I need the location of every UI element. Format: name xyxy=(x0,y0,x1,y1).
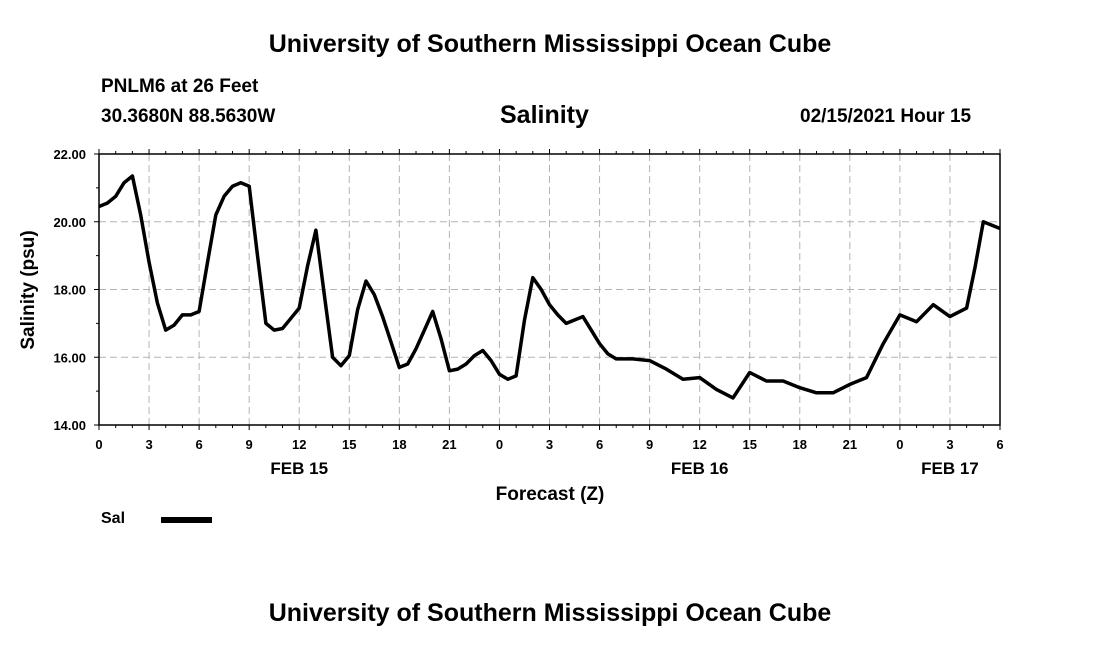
x-tick-label: 9 xyxy=(246,437,253,452)
y-tick-label: 22.00 xyxy=(53,147,86,162)
x-tick-label: 12 xyxy=(292,437,306,452)
x-tick-label: 21 xyxy=(843,437,857,452)
station-label: PNLM6 at 26 Feet xyxy=(101,76,259,97)
x-axis-title: Forecast (Z) xyxy=(496,484,605,505)
x-tick-label: 0 xyxy=(496,437,503,452)
x-tick-label: 18 xyxy=(793,437,807,452)
legend-label: Sal xyxy=(101,510,126,527)
date-label: FEB 17 xyxy=(921,459,979,478)
x-tick-label: 21 xyxy=(442,437,456,452)
x-tick-label: 3 xyxy=(145,437,152,452)
station-coordinates: 30.3680N 88.5630W xyxy=(101,106,276,127)
x-tick-label: 15 xyxy=(742,437,756,452)
series-line-sal xyxy=(98,174,1001,400)
date-labels: FEB 15 FEB 16 FEB 17 xyxy=(270,459,978,478)
x-tick-label: 6 xyxy=(195,437,202,452)
x-tick-label: 3 xyxy=(546,437,553,452)
grid-lines xyxy=(99,154,1000,425)
x-tick-label: 12 xyxy=(692,437,706,452)
forecast-timestamp: 02/15/2021 Hour 15 xyxy=(800,106,972,127)
x-tick-label: 6 xyxy=(596,437,603,452)
plot-frame xyxy=(98,153,1001,426)
x-tick-label: 6 xyxy=(996,437,1003,452)
x-tick-labels: 0 3 6 9 12 15 18 21 0 3 6 9 12 15 18 21 0 3 6 xyxy=(95,437,1003,452)
x-tick-label: 0 xyxy=(95,437,102,452)
chart-title: Salinity xyxy=(500,101,589,129)
legend-swatch xyxy=(161,517,212,523)
y-tick-labels: 14.00 16.00 18.00 20.00 22.00 xyxy=(53,147,86,433)
y-tick-label: 20.00 xyxy=(53,215,86,230)
date-label: FEB 16 xyxy=(671,459,729,478)
page-title: University of Southern Mississippi Ocean… xyxy=(268,30,832,58)
x-tick-label: 15 xyxy=(342,437,356,452)
y-tick-label: 18.00 xyxy=(53,283,86,298)
y-tick-label: 16.00 xyxy=(53,350,86,365)
footer-title: University of Southern Mississippi Ocean… xyxy=(268,599,832,627)
y-tick-label: 14.00 xyxy=(53,418,86,433)
x-tick-label: 9 xyxy=(646,437,653,452)
y-axis-title: Salinity (psu) xyxy=(18,230,39,349)
x-tick-label: 3 xyxy=(946,437,953,452)
x-tick-label: 0 xyxy=(896,437,903,452)
date-label: FEB 15 xyxy=(270,459,328,478)
x-tick-label: 18 xyxy=(392,437,406,452)
